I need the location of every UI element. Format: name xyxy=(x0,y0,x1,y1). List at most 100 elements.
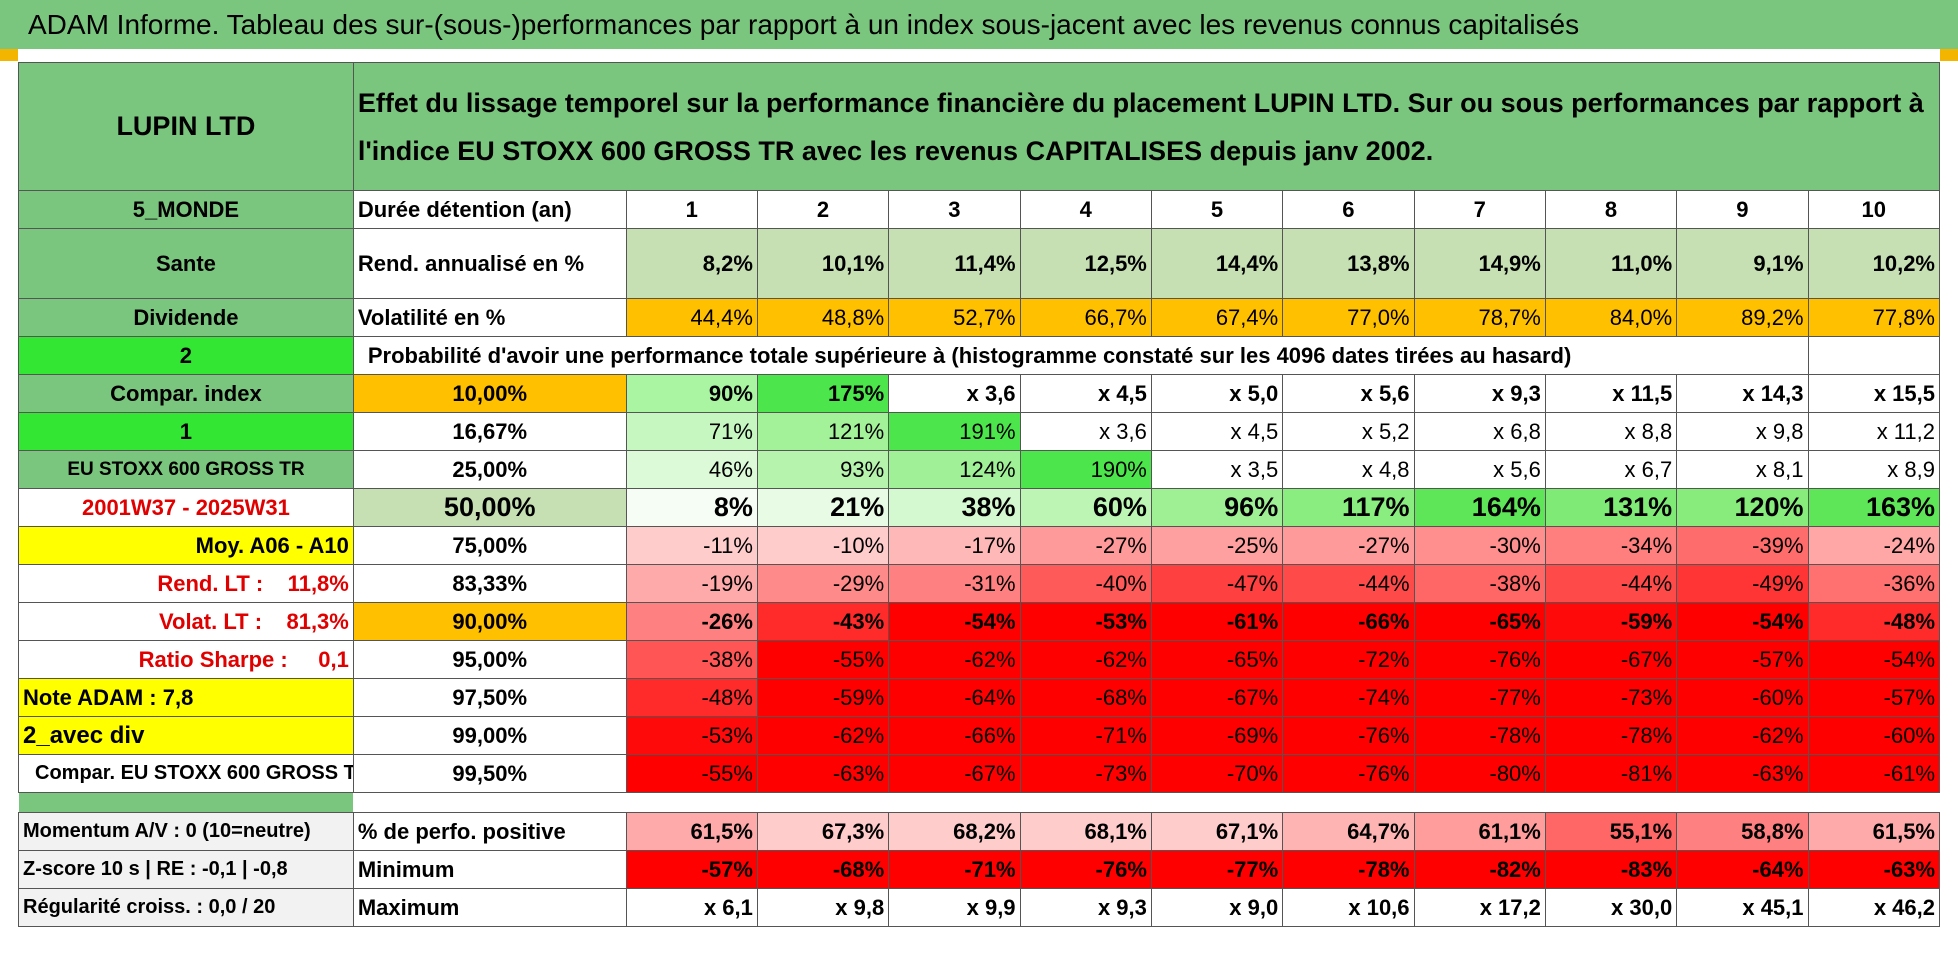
year-header-4: 4 xyxy=(1019,190,1152,229)
prob-cell-1: 71% xyxy=(625,412,758,451)
prob-cell-8: x 11,5 xyxy=(1544,374,1678,413)
prob-cell-4: -62% xyxy=(1019,640,1152,679)
summary-left-label: Régularité croiss. : 0,0 / 20 xyxy=(18,888,354,927)
minimum-cell-9: -64% xyxy=(1676,850,1809,889)
prob-cell-3: -62% xyxy=(888,640,1021,679)
prob-cell-7: -78% xyxy=(1413,716,1546,755)
prob-cell-2: -62% xyxy=(756,716,890,755)
prob-row: Compar. index 10,00% 90% 175% x 3,6 x 4,5 x 5,… xyxy=(18,374,1941,413)
prob-cell-5: x 5,0 xyxy=(1150,374,1284,413)
maximum-cell-5: x 9,0 xyxy=(1150,888,1284,927)
left-label-avec-div: 2_avec div xyxy=(18,716,354,755)
summary-row: Momentum A/V : 0 (10=neutre)% de perfo. … xyxy=(18,812,1941,851)
rend-cell-6: 13,8% xyxy=(1282,228,1415,299)
prob-row: Rend. LT : 11,8% 83,33% -19% -29% -31% -40% -4… xyxy=(18,564,1941,603)
prob-cell-7: -30% xyxy=(1413,526,1546,565)
year-header-2: 2 xyxy=(756,190,890,229)
prob-cell-2: -29% xyxy=(756,564,890,603)
prob-cell-5: -61% xyxy=(1150,602,1284,641)
prob-cell-8: x 8,8 xyxy=(1544,412,1678,451)
prob-cell-5: -47% xyxy=(1150,564,1284,603)
prob-cell-8: 131% xyxy=(1544,488,1678,527)
prob-cell-8: -81% xyxy=(1544,754,1678,793)
maximum-cell-3: x 9,9 xyxy=(888,888,1021,927)
prob-cell-7: -65% xyxy=(1413,602,1546,641)
prob-cell-9: x 14,3 xyxy=(1676,374,1809,413)
positive-cell-7: 61,1% xyxy=(1413,812,1546,851)
prob-cell-4: 190% xyxy=(1019,450,1152,489)
prob-row: Note ADAM : 7,8 97,50% -48% -59% -64% -68% -67… xyxy=(18,678,1941,717)
prob-cell-6: -66% xyxy=(1282,602,1415,641)
prob-cell-5: -65% xyxy=(1150,640,1284,679)
rend-label: Rend. annualisé en % xyxy=(352,228,627,299)
minimum-cell-10: -63% xyxy=(1807,850,1941,889)
prob-cell-2: 121% xyxy=(756,412,890,451)
prob-cell-10: x 15,5 xyxy=(1807,374,1941,413)
asset-name: LUPIN LTD xyxy=(18,62,354,191)
prob-cell-7: -38% xyxy=(1413,564,1546,603)
prob-cell-9: -60% xyxy=(1676,678,1809,717)
quantile-label: 95,00% xyxy=(352,640,627,679)
summary-row-label: % de perfo. positive xyxy=(352,812,627,851)
rend-cell-4: 12,5% xyxy=(1019,228,1152,299)
left-label-note: Note ADAM : 7,8 xyxy=(18,678,354,717)
prob-cell-10: -48% xyxy=(1807,602,1941,641)
rend-cell-8: 11,0% xyxy=(1544,228,1678,299)
proba-empty-cell xyxy=(1807,336,1941,375)
type-label: Dividende xyxy=(18,298,354,337)
year-header-8: 8 xyxy=(1544,190,1678,229)
sector-label: Sante xyxy=(18,228,354,299)
quantile-label: 50,00% xyxy=(352,488,627,527)
quantile-label: 16,67% xyxy=(352,412,627,451)
prob-row: 2_avec div 99,00% -53% -62% -66% -71% -69% -76%… xyxy=(18,716,1941,755)
maximum-cell-4: x 9,3 xyxy=(1019,888,1152,927)
region-label: 5_MONDE xyxy=(18,190,354,229)
prob-cell-4: x 4,5 xyxy=(1019,374,1152,413)
prob-cell-8: x 6,7 xyxy=(1544,450,1678,489)
prob-cell-2: 93% xyxy=(756,450,890,489)
prob-cell-3: -31% xyxy=(888,564,1021,603)
quantile-label: 83,33% xyxy=(352,564,627,603)
maximum-cell-7: x 17,2 xyxy=(1413,888,1546,927)
prob-cell-6: -44% xyxy=(1282,564,1415,603)
prob-row: Moy. A06 - A10 75,00% -11% -10% -17% -27% -25%… xyxy=(18,526,1941,565)
positive-cell-2: 67,3% xyxy=(756,812,890,851)
level-one-label: 2 xyxy=(18,336,354,375)
proba-label: Probabilité d'avoir une performance tota… xyxy=(352,336,1809,375)
prob-cell-10: -36% xyxy=(1807,564,1941,603)
prob-cell-10: -60% xyxy=(1807,716,1941,755)
vol-cell-5: 67,4% xyxy=(1150,298,1284,337)
prob-cell-3: 124% xyxy=(888,450,1021,489)
prob-cell-10: -61% xyxy=(1807,754,1941,793)
prob-cell-10: -54% xyxy=(1807,640,1941,679)
duration-label: Durée détention (an) xyxy=(352,190,627,229)
prob-cell-5: x 4,5 xyxy=(1150,412,1284,451)
prob-cell-3: -67% xyxy=(888,754,1021,793)
prob-cell-9: x 9,8 xyxy=(1676,412,1809,451)
quantile-label: 99,50% xyxy=(352,754,627,793)
prob-cell-3: 38% xyxy=(888,488,1021,527)
left-label-volat-lt: Volat. LT : 81,3% xyxy=(18,602,354,641)
prob-cell-10: -57% xyxy=(1807,678,1941,717)
prob-cell-8: -78% xyxy=(1544,716,1678,755)
prob-cell-1: 90% xyxy=(625,374,758,413)
year-header-5: 5 xyxy=(1150,190,1284,229)
left-label-period: 2001W37 - 2025W31 xyxy=(18,488,354,527)
year-header-1: 1 xyxy=(625,190,758,229)
positive-cell-1: 61,5% xyxy=(625,812,758,851)
prob-cell-1: -48% xyxy=(625,678,758,717)
prob-cell-4: -68% xyxy=(1019,678,1152,717)
year-header-3: 3 xyxy=(888,190,1021,229)
prob-cell-8: -67% xyxy=(1544,640,1678,679)
minimum-cell-1: -57% xyxy=(625,850,758,889)
prob-cell-5: -67% xyxy=(1150,678,1284,717)
minimum-cell-8: -83% xyxy=(1544,850,1678,889)
prob-row: EU STOXX 600 GROSS TR 25,00% 46% 93% 124% 190… xyxy=(18,450,1941,489)
prob-cell-2: -43% xyxy=(756,602,890,641)
prob-cell-10: x 11,2 xyxy=(1807,412,1941,451)
prob-cell-6: -76% xyxy=(1282,716,1415,755)
positive-cell-5: 67,1% xyxy=(1150,812,1284,851)
prob-row: Ratio Sharpe : 0,1 95,00% -38% -55% -62% -62%… xyxy=(18,640,1941,679)
prob-row: Volat. LT : 81,3% 90,00% -26% -43% -54% -53% -… xyxy=(18,602,1941,641)
vol-cell-9: 89,2% xyxy=(1676,298,1809,337)
